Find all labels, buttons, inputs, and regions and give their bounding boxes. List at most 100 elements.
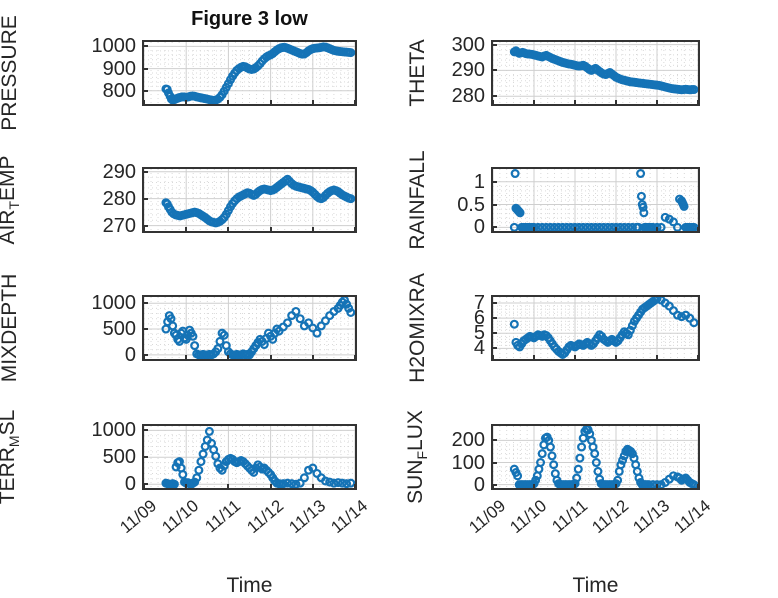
ytick-label-mixdepth-0: 0 [124,343,136,366]
xtick-mark [656,227,658,231]
ytick-label-mixdepth-1: 500 [102,318,136,341]
xtick-mark [533,355,535,359]
ytick-label-h2omixra-1: 5 [473,322,485,345]
ytick-mark [144,45,148,48]
data-series-rainfall [509,169,698,231]
ytick-label-terr_msl-0: 0 [124,473,136,496]
ytick-mark [144,328,148,331]
ytick-mark [493,69,497,72]
xtick-mark [269,227,272,231]
data-series-mixdepth [161,297,355,359]
ylabel-h2omixra: H2OMIXRA [406,273,429,383]
xtick-mark [615,484,617,488]
ytick-mark [144,170,148,173]
ytick-mark [493,302,497,305]
xtick-mark [615,355,617,359]
xtick-mark [227,100,230,104]
xtick-mark [492,227,494,231]
xtick-mark [354,227,356,231]
ytick-label-air_temp-2: 290 [102,160,136,183]
ylabel-mixdepth: MIXDEPTH [0,273,21,383]
xtick-mark [492,355,494,359]
xtick-label-sun_flux-5: 11/14 [670,496,715,538]
plot-area-theta [491,40,700,106]
ylabel-pressure: PRESSURE [0,15,21,131]
data-series-air_temp [161,174,355,228]
ytick-mark [493,439,497,442]
xtick-mark [574,484,576,488]
xtick-mark [615,227,617,231]
ytick-label-sun_flux-1: 100 [451,451,485,474]
ytick-mark [493,43,497,46]
grid-layer [493,426,698,488]
plot-area-terr_msl [142,424,357,490]
ylabel-sun_flux: SUNFLUX [404,410,430,504]
ytick-label-rainfall-2: 1 [473,170,485,193]
xtick-mark [227,227,230,231]
xtick-mark [656,484,658,488]
xtick-mark [533,484,535,488]
grid-layer [493,42,698,104]
xtick-mark [143,227,145,231]
xtick-mark [311,484,314,488]
xtick-mark [656,100,658,104]
ytick-mark [144,483,148,486]
ytick-mark [493,95,497,98]
xtick-label-sun_flux-0: 11/09 [465,496,510,538]
xtick-mark [227,355,230,359]
ytick-mark [493,317,497,320]
ytick-label-pressure-1: 900 [102,57,136,80]
xtick-mark [574,100,576,104]
ytick-mark [144,89,148,92]
xtick-mark [269,484,272,488]
ytick-mark [144,456,148,459]
ytick-mark [493,180,497,183]
plot-area-h2omixra [491,295,700,361]
data-series-pressure [161,42,355,104]
ytick-mark [144,67,148,70]
data-series-h2omixra [509,297,698,359]
ylabel-theta: THETA [406,39,429,107]
figure-canvas: Figure 3 low 800 900 1000 PRESSURE 280 290 300… [0,8,715,597]
grid-layer [144,42,355,104]
ytick-mark [144,224,148,227]
ytick-label-mixdepth-2: 1000 [91,292,137,315]
xtick-label-sun_flux-1: 11/10 [506,496,551,538]
ytick-mark [493,483,497,486]
xtick-mark [311,100,314,104]
ytick-label-h2omixra-3: 7 [473,292,485,315]
ytick-label-air_temp-0: 270 [102,214,136,237]
ytick-mark [144,302,148,305]
xtick-label-terr_msl-4: 11/13 [285,496,330,538]
data-series-theta [509,46,698,95]
grid-layer [493,169,698,231]
ytick-label-rainfall-1: 0.5 [457,193,485,216]
ytick-label-air_temp-1: 280 [102,187,136,210]
data-series-terr_msl [161,426,355,488]
ytick-label-h2omixra-0: 4 [473,337,485,360]
plot-area-air_temp [142,167,357,233]
grid-layer [144,297,355,359]
xtick-mark [697,227,699,231]
plot-area-mixdepth [142,295,357,361]
xtick-mark [269,355,272,359]
grid-layer [144,169,355,231]
ytick-label-pressure-0: 800 [102,79,136,102]
xtick-mark [269,100,272,104]
ylabel-rainfall: RAINFALL [406,150,429,250]
ytick-label-theta-0: 280 [451,85,485,108]
xtick-label-sun_flux-2: 11/11 [548,496,592,537]
ytick-mark [144,353,148,356]
figure-title: Figure 3 low [191,8,308,30]
xtick-label-terr_msl-0: 11/09 [116,496,161,538]
ytick-label-theta-1: 290 [451,59,485,82]
xtick-mark [185,484,188,488]
xtick-mark [185,355,188,359]
ytick-label-terr_msl-2: 1000 [91,419,137,442]
ylabel-terr_msl: TERRMSL [0,409,22,505]
xtick-label-sun_flux-3: 11/12 [588,496,633,538]
xtick-mark [574,355,576,359]
xtick-mark [185,100,188,104]
grid-layer [144,426,355,488]
ytick-mark [493,226,497,229]
